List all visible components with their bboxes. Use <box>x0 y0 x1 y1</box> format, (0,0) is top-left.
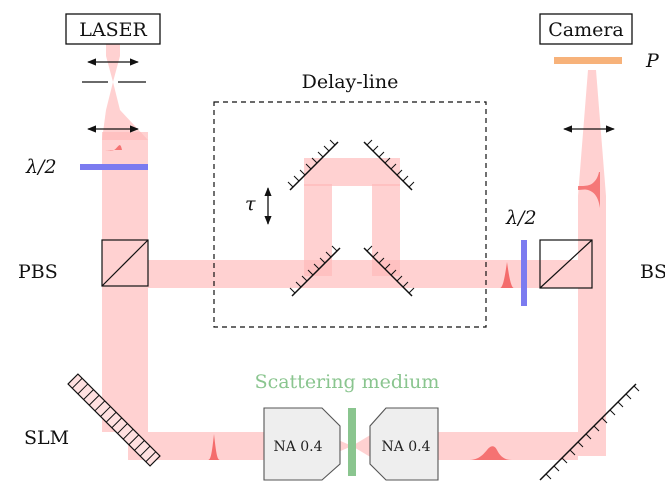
beam-out-of-medium <box>352 434 372 458</box>
pulse-bottom-left <box>206 434 222 460</box>
pbs-label: PBS <box>18 261 58 283</box>
beam-focus-cone <box>106 56 120 110</box>
objective-right <box>369 407 439 481</box>
beam-delay-leg-left <box>304 184 332 276</box>
pulse-bottom-right <box>468 446 512 460</box>
slm <box>67 373 161 467</box>
pulse-right-vertical <box>578 172 600 208</box>
beam-left-vertical <box>102 132 148 432</box>
delay-mirror-bottom-left <box>289 245 341 297</box>
delay-mirror-top-left <box>287 139 339 191</box>
beam-to-camera-cone <box>578 70 606 196</box>
pbs-cube <box>101 239 149 287</box>
objective-left-label: NA 0.4 <box>273 439 322 455</box>
scattering-medium-label: Scattering medium <box>255 371 440 393</box>
beam-right-vertical <box>578 196 606 456</box>
pulse-left-waveplate <box>102 145 124 151</box>
half-wave-plate-right <box>521 240 527 306</box>
laser-source: LASER <box>65 13 161 45</box>
half-wave-plate-left <box>80 164 148 170</box>
delay-line-label: Delay-line <box>302 71 399 93</box>
objective-right-label: NA 0.4 <box>381 439 430 455</box>
camera: Camera <box>539 13 633 45</box>
scattering-medium-slab <box>348 408 356 476</box>
slm-label: SLM <box>24 427 69 449</box>
objective-left <box>263 407 341 481</box>
bs-cube <box>539 239 593 289</box>
polarizer-label: P <box>645 50 660 72</box>
tau-label: τ <box>245 193 256 215</box>
delay-line-box <box>213 101 487 328</box>
beam-bottom-right <box>438 432 578 460</box>
pulse-right-waveplate <box>498 262 516 288</box>
laser-label: LASER <box>79 19 147 41</box>
half-wave-left-label: λ/2 <box>25 156 57 178</box>
delay-mirror-bottom-right <box>363 245 415 297</box>
polarizer <box>554 57 622 64</box>
beam-horizontal-upper <box>148 260 578 288</box>
beam-paths <box>102 44 606 460</box>
beam-laser-output <box>106 44 120 56</box>
beam-delay-leg-right <box>372 184 400 276</box>
mirror-bottom-right <box>539 383 640 481</box>
delay-mirror-top-right <box>363 139 415 191</box>
camera-label: Camera <box>548 19 624 41</box>
bs-label: BS <box>640 261 665 283</box>
half-wave-right-label: λ/2 <box>505 207 537 229</box>
